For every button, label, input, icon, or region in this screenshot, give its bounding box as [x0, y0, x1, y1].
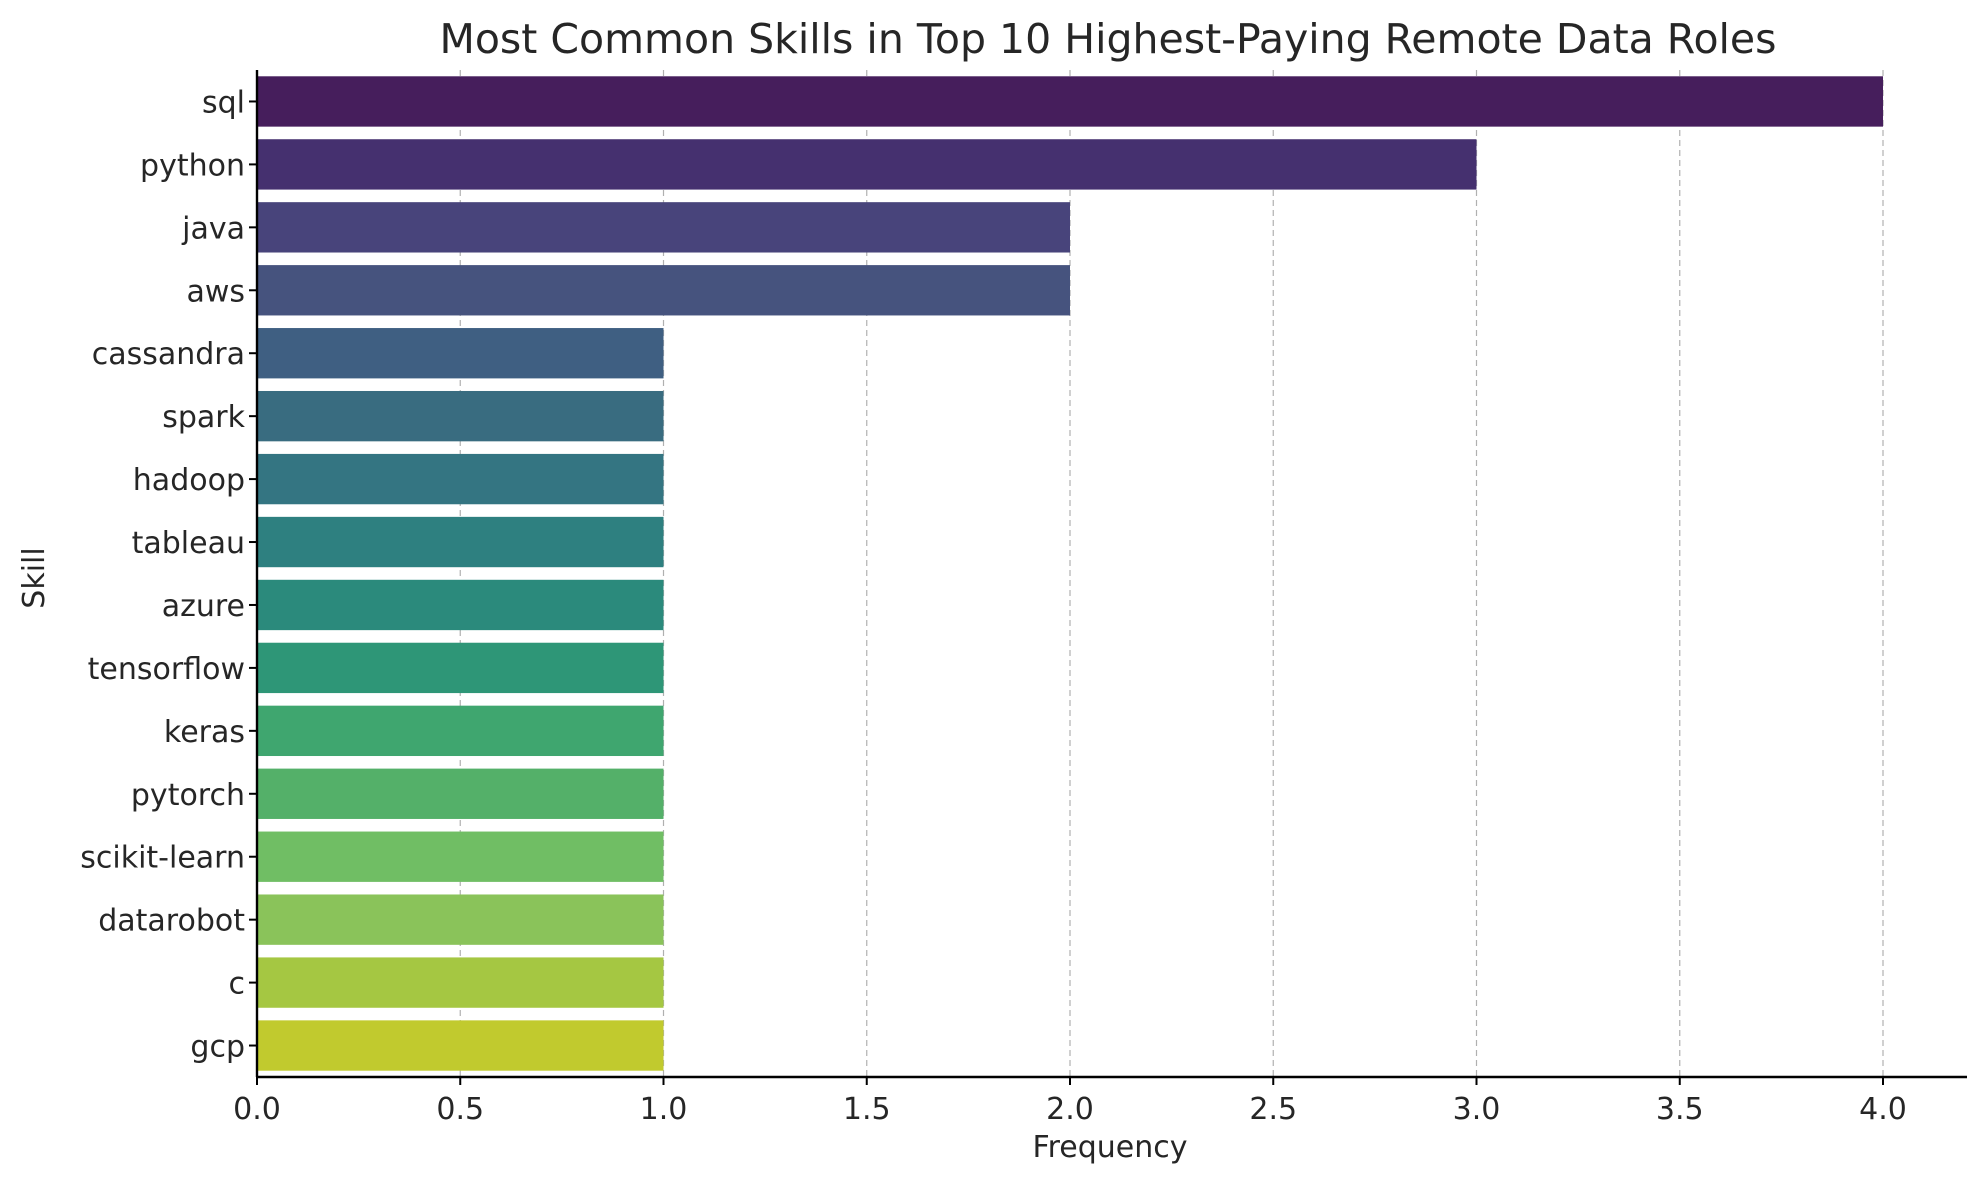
- bar-tableau: [257, 516, 664, 568]
- bar-aws: [257, 265, 1070, 316]
- x-ticks: 0.0 0.5 1.0 1.5 2.0 2.5 3.0 3.5 4.0: [233, 1077, 1907, 1127]
- y-tick-label: hadoop: [133, 463, 245, 498]
- y-tick-label: azure: [162, 589, 245, 624]
- bar-java: [257, 202, 1070, 253]
- y-tick-label: scikit-learn: [80, 841, 245, 876]
- x-tick-label: 1.0: [640, 1092, 688, 1127]
- bar-gcp: [257, 1020, 664, 1071]
- bar-pytorch: [257, 768, 664, 819]
- y-tick-label: datarobot: [98, 904, 245, 939]
- y-ticks: sql python java aws cassandra spark hadoop tabl…: [80, 85, 257, 1065]
- y-tick-label: c: [229, 967, 246, 1002]
- y-tick-label: python: [140, 148, 245, 183]
- gridlines: [459, 70, 1884, 1077]
- axes: [255, 70, 1967, 1079]
- x-axis-label: Frequency: [1033, 1130, 1188, 1165]
- bar-spark: [257, 390, 664, 442]
- x-tick-label: 2.0: [1046, 1092, 1094, 1127]
- y-axis-label: Skill: [17, 547, 52, 608]
- y-tick-label: tensorflow: [88, 652, 245, 687]
- y-tick-label: keras: [164, 715, 245, 750]
- bar-datarobot: [257, 894, 664, 945]
- x-tick-label: 3.5: [1656, 1092, 1704, 1127]
- bar-sql: [257, 76, 1883, 127]
- bar-tensorflow: [257, 642, 664, 694]
- x-tick-label: 0.0: [233, 1092, 281, 1127]
- bar-python: [257, 139, 1477, 190]
- x-tick-label: 3.0: [1453, 1092, 1501, 1127]
- bars: [257, 76, 1883, 1071]
- x-tick-label: 1.5: [843, 1092, 891, 1127]
- y-tick-label: spark: [162, 400, 245, 435]
- x-tick-label: 4.0: [1859, 1092, 1907, 1127]
- bar-c: [257, 957, 664, 1008]
- chart-title: Most Common Skills in Top 10 Highest-Pay…: [439, 15, 1776, 63]
- y-tick-label: gcp: [190, 1030, 245, 1065]
- bar-hadoop: [257, 453, 664, 505]
- x-tick-label: 0.5: [436, 1092, 484, 1127]
- y-tick-label: tableau: [132, 526, 245, 561]
- y-tick-label: aws: [186, 274, 245, 309]
- y-tick-label: cassandra: [92, 337, 245, 372]
- bar-cassandra: [257, 328, 664, 379]
- bar-azure: [257, 579, 664, 631]
- y-tick-label: java: [181, 211, 245, 246]
- y-tick-label: pytorch: [131, 778, 245, 813]
- bar-scikit-learn: [257, 831, 664, 882]
- x-tick-label: 2.5: [1249, 1092, 1297, 1127]
- bar-keras: [257, 705, 664, 757]
- y-tick-label: sql: [202, 85, 245, 120]
